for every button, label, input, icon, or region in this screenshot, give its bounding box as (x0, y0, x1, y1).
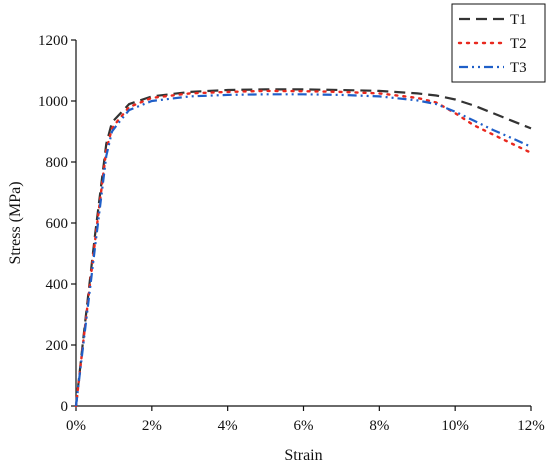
series-line-t2 (74, 89, 533, 408)
x-tick-label: 2% (142, 418, 162, 434)
x-tick-label: 10% (441, 418, 469, 434)
y-tick-label: 0 (61, 399, 69, 415)
x-axis-title: Strain (284, 447, 322, 464)
series-line-t1 (74, 88, 532, 407)
y-tick-label: 400 (46, 277, 69, 293)
x-axis-ticks: 0% 2% 4% 6% 8% 10% 12% (66, 406, 545, 434)
y-tick-label: 600 (46, 216, 69, 232)
series-line-t3 (74, 93, 532, 407)
x-tick-label: 4% (218, 418, 238, 434)
y-tick-label: 800 (46, 155, 69, 171)
x-tick-label: 12% (517, 418, 545, 434)
y-axis-title: Stress (MPa) (7, 181, 24, 264)
legend-label-t2: T2 (510, 36, 527, 52)
legend-label-t1: T1 (510, 12, 527, 28)
legend-label-t3: T3 (510, 60, 527, 76)
y-tick-label: 200 (46, 338, 69, 354)
x-tick-label: 6% (294, 418, 314, 434)
legend-entries: T1 T2 T3 (457, 12, 527, 76)
x-tick-label: 0% (66, 418, 86, 434)
y-axis-ticks: 0 200 400 600 800 1000 1200 (38, 33, 76, 415)
y-tick-label: 1000 (38, 94, 68, 110)
legend: T1 T2 T3 (451, 3, 546, 83)
series-layer (74, 88, 533, 408)
x-tick-label: 8% (369, 418, 389, 434)
y-tick-label: 1200 (38, 33, 68, 49)
